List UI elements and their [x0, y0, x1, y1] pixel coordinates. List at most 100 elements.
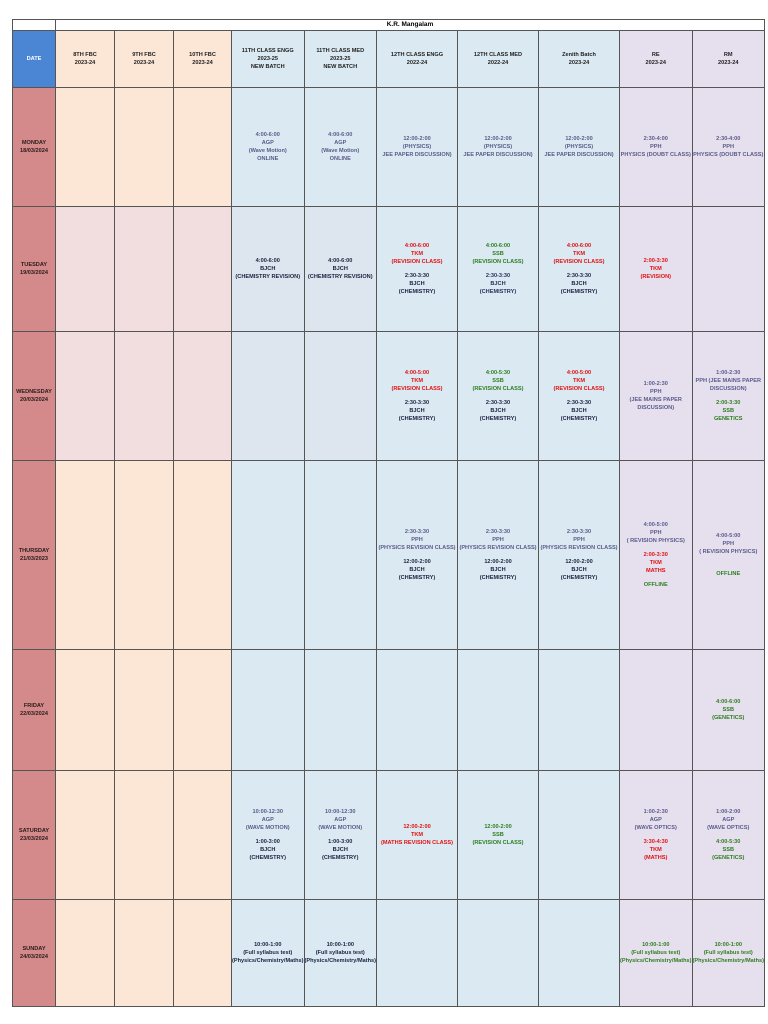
- header-row: DATE 8TH FBC 2023-24 9TH FBC 2023-24 10TH FBC…: [12, 30, 765, 88]
- text-line: 4:00-5:00: [643, 521, 668, 528]
- day-row: THURSDAY 21/03/2023 2:30-3:30 PPH (PHYSICS R…: [12, 460, 765, 650]
- text-line: 9TH FBC: [132, 51, 156, 58]
- schedule-cell: [55, 331, 115, 461]
- class-entry: 10:00-1:00 (Full syllabus test) (Physics/C…: [305, 941, 377, 965]
- day-cell: SUNDAY 24/03/2024: [12, 899, 56, 1007]
- text-line: MONDAY: [21, 139, 47, 146]
- text-line: 20/03/2024: [20, 397, 48, 403]
- text-line: (MATHS REVISION CLASS): [381, 840, 453, 847]
- schedule-cell: 2:30-3:30 PPH (PHYSICS REVISION CLASS) 12:0…: [538, 460, 620, 650]
- text-line: SATURDAY: [18, 827, 50, 834]
- text-line: (REVISION CLASS): [472, 258, 524, 265]
- class-entry: 4:00-5:00 PPH( REVISION PHYSICS): [620, 521, 692, 545]
- text-line: SSB: [722, 408, 734, 415]
- text-line: 2:30-3:30: [485, 400, 511, 406]
- class-entry: 12:00-2:00 TKM (MATHS REVISION CLASS): [377, 823, 457, 847]
- day-cell: SATURDAY 23/03/2024: [12, 770, 56, 900]
- text-line: (Wave Motion): [248, 148, 287, 154]
- text-line: 11TH CLASS ENGG: [241, 47, 294, 54]
- text-line: 2023-24: [645, 60, 667, 66]
- text-line: PHYSICS (DOUBT CLASS): [693, 152, 764, 159]
- schedule-cell: [376, 649, 458, 771]
- text-line: 12:00-2:00: [565, 135, 593, 142]
- text-line: 1:00-3:00: [328, 839, 353, 845]
- text-line: (Full syllabus test): [703, 949, 753, 956]
- text-line: (REVISION CLASS): [391, 258, 443, 265]
- class-entry: 2:00-3:30 TKM (REVISION): [620, 257, 692, 281]
- text-line: (JEE MAINS PAPER: [629, 397, 682, 403]
- text-line: PPH: [649, 143, 662, 150]
- text-line: 2:30-3:30: [566, 528, 592, 535]
- text-line: 10:00-1:00: [714, 941, 742, 948]
- schedule-cell: 12:00-2:00 (PHYSICS) JEE PAPER DISCUSSION): [376, 87, 458, 207]
- text-line: 4:00-6:00: [255, 131, 280, 138]
- class-entry: 1:00-2:30 AGP (WAVE OPTICS): [620, 808, 692, 832]
- text-line: 2:30-3:30: [404, 528, 430, 535]
- class-entry: 1:00-2:00 AGP (WAVE OPTICS): [693, 808, 765, 832]
- text-line: 2:00-3:30: [716, 400, 741, 406]
- schedule-cell: [55, 460, 115, 650]
- day-cell: THURSDAY 21/03/2023: [12, 460, 56, 650]
- class-entry: 2:30-3:30 BJCH (CHEMISTRY): [377, 272, 457, 296]
- day-row: TUESDAY 19/03/2024 4:00-6:00 BJCH (CHEMISTRY…: [12, 206, 765, 332]
- text-line: 12TH CLASS MED: [473, 51, 523, 58]
- schedule-cell: 4:00-6:00 AGP (Wave Motion) ONLINE: [231, 87, 305, 207]
- text-line: BJCH: [490, 281, 506, 288]
- text-line: 2:30-4:00: [643, 135, 668, 142]
- schedule-cell: [55, 87, 115, 207]
- class-entry: 12:00-2:00 (PHYSICS) JEE PAPER DISCUSSION): [458, 135, 538, 159]
- column-header: 10TH FBC 2023-24: [173, 30, 232, 88]
- column-header: 11TH CLASS MED 2023-25 NEW BATCH: [303, 30, 377, 88]
- class-entry: 12:00-2:00 BJCH (CHEMISTRY): [458, 558, 538, 582]
- text-line: 2023-25: [257, 55, 279, 62]
- day-cell: WEDNESDAY 20/03/2024: [12, 331, 56, 461]
- text-line: AGP: [334, 139, 347, 146]
- schedule-cell: [691, 206, 765, 332]
- text-line: PPH: [573, 536, 585, 543]
- text-line: 8TH FBC: [73, 51, 97, 58]
- class-entry: 4:00-6:00 SSB (GENETICS): [693, 698, 765, 722]
- schedule-cell: 1:00-2:30 AGP (WAVE OPTICS) 3:30-4:30 TKM (MA…: [619, 770, 693, 900]
- schedule-cell: 4:00-6:00 BJCH (CHEMISTRY REVISION): [303, 206, 377, 332]
- text-line: 2:00-3:30: [643, 257, 668, 264]
- schedule-cell: [303, 460, 377, 650]
- text-line: AGP: [722, 816, 735, 823]
- class-entry: 4:00-6:00 AGP (Wave Motion) ONLINE: [232, 131, 304, 163]
- schedule-cell: 4:00-5:30 SSB (REVISION CLASS) 2:30-3:30 BJC…: [457, 331, 539, 461]
- text-line: BJCH: [571, 567, 587, 574]
- class-entry: 4:00-5:30 SSB (GENETICS): [693, 838, 765, 862]
- schedule-cell: 4:00-5:00 PPH ( REVISION PHYSICS) OFFLINE: [691, 460, 765, 650]
- text-line: TKM: [572, 377, 586, 384]
- text-line: GENETICS: [713, 416, 743, 423]
- text-line: 4:00-5:00: [566, 369, 592, 376]
- class-entry: 2:30-3:30 PPH (PHYSICS REVISION CLASS): [377, 528, 457, 552]
- text-line: 18/03/2024: [20, 148, 48, 154]
- class-entry: OFFLINE: [620, 581, 692, 589]
- text-line: 2023-24: [717, 60, 739, 66]
- text-line: (CHEMISTRY): [479, 289, 517, 296]
- text-line: BJCH: [409, 408, 425, 415]
- text-line: 4:00-6:00: [566, 242, 592, 249]
- schedule-cell: [173, 899, 232, 1007]
- text-line: 4:00-6:00: [716, 698, 741, 705]
- class-entry: 12:00-2:00 (PHYSICS) JEE PAPER DISCUSSION): [539, 135, 619, 159]
- text-line: 22/03/2024: [20, 711, 48, 717]
- text-line: 2023-24: [192, 60, 213, 66]
- entry-spacer: [693, 556, 765, 570]
- text-line: 12:00-2:00: [403, 559, 431, 565]
- schedule-cell: 10:00-1:00 (Full syllabus test) (Physics/C…: [619, 899, 693, 1007]
- class-entry: 4:00-5:30 SSB (REVISION CLASS): [458, 369, 538, 393]
- schedule-cell: [538, 649, 620, 771]
- text-line: BJCH: [260, 847, 276, 854]
- text-line: SSB: [492, 250, 504, 257]
- text-line: (Physics/Chemistry/Maths): [692, 958, 765, 965]
- column-header: 12TH CLASS MED 2022-24: [457, 30, 539, 88]
- text-line: (CHEMISTRY): [398, 575, 436, 582]
- text-line: 12:00-2:00: [484, 559, 512, 565]
- text-line: (WAVE OPTICS): [707, 824, 750, 831]
- text-line: (REVISION CLASS): [472, 385, 524, 392]
- class-entry: 1:00-2:30 PPH (JEE MAINS PAPER DISCUSSION): [620, 380, 692, 412]
- class-entry: 10:00-1:00 (Full syllabus test) (Physics/C…: [232, 941, 304, 965]
- text-line: (PHYSICS): [483, 143, 513, 150]
- day-row: SATURDAY 23/03/2024 10:00-12:30 AGP (WAVE MO…: [12, 770, 765, 900]
